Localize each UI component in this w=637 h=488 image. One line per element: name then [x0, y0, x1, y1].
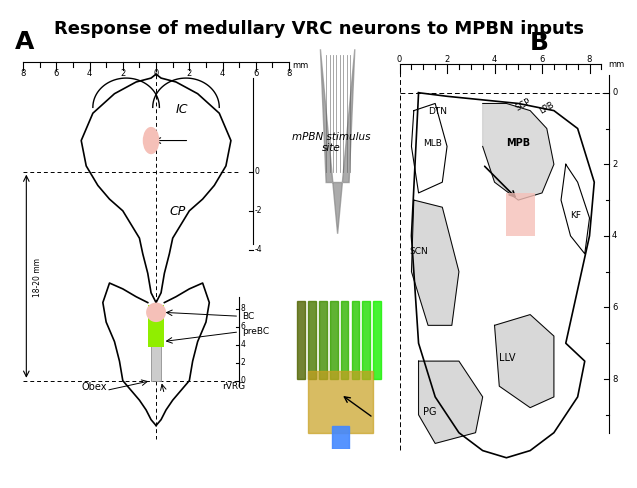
Text: 2: 2 [120, 69, 125, 78]
Text: mm: mm [608, 60, 625, 69]
Bar [330, 301, 338, 379]
Text: 2: 2 [445, 55, 450, 64]
Text: LPB: LPB [537, 101, 555, 116]
Text: Response of medullary VRC neurons to MPBN inputs: Response of medullary VRC neurons to MPB… [54, 20, 583, 38]
Text: 8: 8 [20, 69, 25, 78]
Text: 4: 4 [241, 340, 246, 349]
Polygon shape [412, 103, 447, 193]
Text: 6: 6 [253, 69, 259, 78]
Bar [352, 301, 359, 379]
Bar [148, 305, 164, 347]
Polygon shape [561, 164, 589, 254]
Text: IC: IC [176, 103, 189, 116]
Bar [308, 371, 373, 433]
Text: KF: KF [571, 211, 582, 220]
Bar [308, 301, 316, 379]
Text: CP: CP [169, 205, 185, 218]
Text: -2: -2 [254, 206, 262, 215]
Bar [319, 301, 327, 379]
Text: 4: 4 [492, 55, 497, 64]
Text: Obex: Obex [82, 383, 107, 392]
Text: MPB: MPB [506, 139, 531, 148]
Bar [297, 301, 305, 379]
Polygon shape [320, 49, 355, 234]
Text: 0: 0 [397, 55, 402, 64]
Text: BC: BC [243, 312, 255, 321]
Text: mm: mm [292, 61, 309, 70]
Bar [362, 301, 370, 379]
Text: MLB: MLB [424, 140, 442, 148]
Text: SCN: SCN [409, 247, 428, 256]
Text: 8: 8 [241, 305, 246, 313]
Text: preBC: preBC [243, 327, 269, 336]
Text: 6: 6 [540, 55, 545, 64]
Text: -4: -4 [254, 245, 262, 254]
Ellipse shape [146, 303, 166, 322]
Bar [151, 346, 161, 381]
Polygon shape [419, 361, 483, 444]
Polygon shape [494, 315, 554, 407]
Text: 8: 8 [612, 374, 617, 384]
Text: mPBN stimulus
site: mPBN stimulus site [292, 132, 371, 153]
Bar [506, 193, 535, 236]
Text: 0: 0 [612, 88, 617, 97]
Text: 6: 6 [612, 303, 617, 312]
Ellipse shape [143, 127, 159, 154]
Text: 0: 0 [241, 376, 246, 385]
Bar [341, 301, 348, 379]
Text: 4: 4 [220, 69, 225, 78]
Bar [332, 426, 350, 449]
Text: SCP: SCP [513, 97, 532, 113]
Text: PG: PG [424, 407, 437, 417]
Polygon shape [483, 103, 554, 200]
Text: 8: 8 [587, 55, 592, 64]
Text: 6: 6 [241, 322, 246, 331]
Bar [373, 301, 381, 379]
Text: rVRG: rVRG [222, 382, 246, 391]
Polygon shape [412, 200, 459, 325]
Text: 2: 2 [187, 69, 192, 78]
Text: 18-20 mm: 18-20 mm [33, 258, 42, 297]
Text: 8: 8 [287, 69, 292, 78]
Text: 0: 0 [154, 69, 159, 78]
Text: 6: 6 [54, 69, 59, 78]
Text: 4: 4 [87, 69, 92, 78]
Text: DTN: DTN [428, 107, 447, 116]
Text: B: B [530, 31, 549, 55]
Text: 4: 4 [612, 231, 617, 241]
Text: 0: 0 [254, 167, 259, 176]
Text: 2: 2 [612, 160, 617, 169]
Text: A: A [15, 30, 34, 54]
Text: 2: 2 [241, 358, 246, 367]
Text: LLV: LLV [499, 353, 516, 363]
